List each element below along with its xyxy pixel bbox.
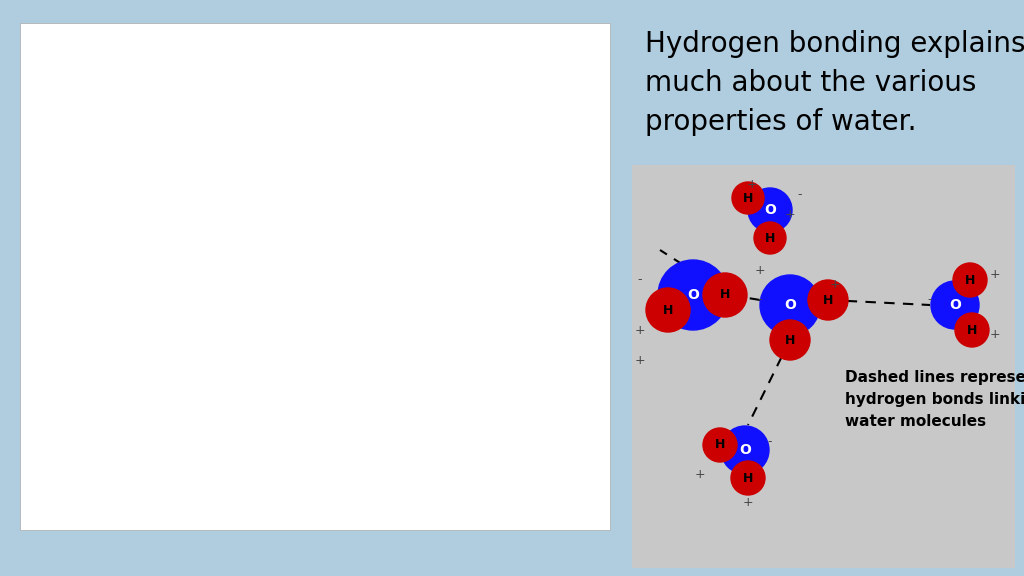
Circle shape — [953, 263, 987, 297]
Text: H: H — [742, 191, 754, 204]
Text: -: - — [638, 274, 642, 286]
Text: -: - — [758, 294, 762, 306]
Circle shape — [754, 222, 786, 254]
Circle shape — [703, 273, 746, 317]
Text: H: H — [967, 324, 977, 336]
Bar — [20, 23, 610, 530]
Text: O: O — [764, 203, 776, 217]
Circle shape — [731, 461, 765, 495]
Text: O: O — [784, 298, 796, 312]
Text: +: + — [989, 268, 1000, 282]
Text: +: + — [742, 495, 754, 509]
Text: +: + — [755, 263, 765, 276]
Text: +: + — [829, 279, 841, 291]
Text: +: + — [746, 179, 758, 191]
Text: H: H — [663, 304, 673, 316]
Text: +: + — [694, 468, 706, 482]
Text: Dashed lines represent
hydrogen bonds linking
water molecules: Dashed lines represent hydrogen bonds li… — [845, 370, 1024, 429]
Text: H: H — [720, 289, 730, 301]
Circle shape — [732, 182, 764, 214]
Text: Hydrogen bonding explains
much about the various
properties of water.: Hydrogen bonding explains much about the… — [645, 30, 1024, 136]
Text: H: H — [765, 232, 775, 244]
Circle shape — [748, 188, 792, 232]
Text: +: + — [635, 354, 645, 366]
Circle shape — [760, 275, 820, 335]
Circle shape — [808, 280, 848, 320]
Bar — [632, 165, 1015, 568]
Text: O: O — [739, 443, 751, 457]
Text: +: + — [635, 324, 645, 336]
Circle shape — [955, 313, 989, 347]
Text: +: + — [989, 328, 1000, 342]
Circle shape — [770, 320, 810, 360]
Text: H: H — [784, 334, 796, 347]
Text: O: O — [949, 298, 961, 312]
Circle shape — [658, 260, 728, 330]
Text: H: H — [715, 438, 725, 452]
Circle shape — [721, 426, 769, 474]
Circle shape — [703, 428, 737, 462]
Text: H: H — [742, 472, 754, 484]
Text: -: - — [798, 188, 802, 202]
Text: O: O — [687, 288, 699, 302]
Text: -: - — [928, 294, 932, 306]
Text: H: H — [823, 294, 834, 306]
Circle shape — [646, 288, 690, 332]
Text: H: H — [965, 274, 975, 286]
Text: +: + — [784, 209, 796, 222]
Circle shape — [931, 281, 979, 329]
Text: -: - — [768, 435, 772, 449]
